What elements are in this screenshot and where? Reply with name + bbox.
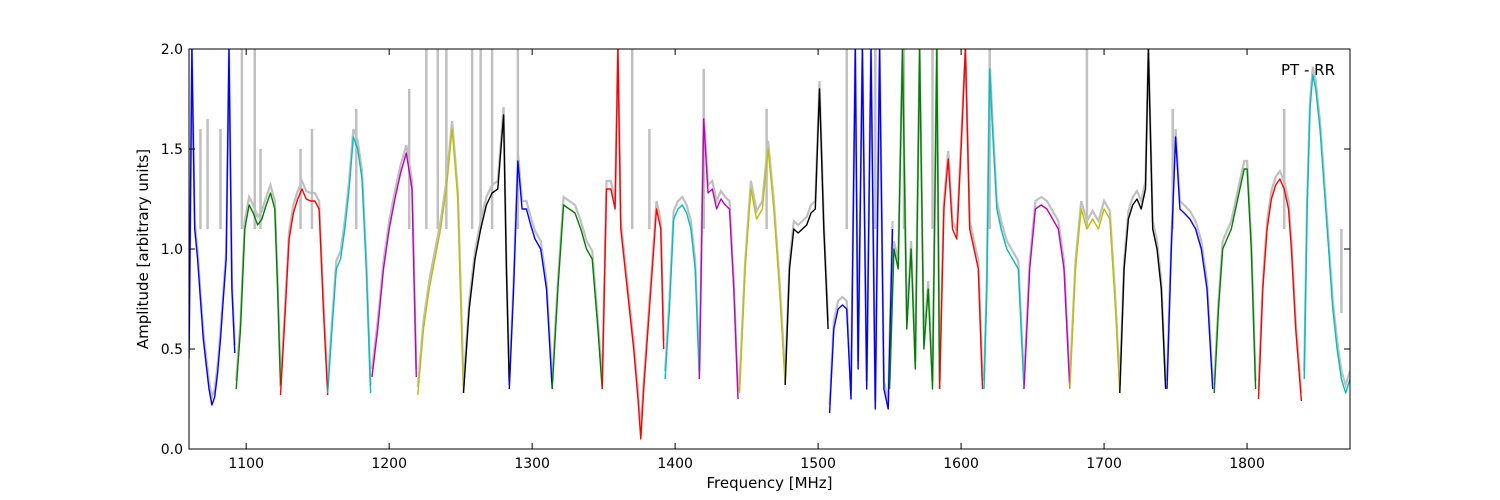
x-tick-label: 1300 [514, 456, 550, 472]
x-tick-label: 1700 [1086, 456, 1122, 472]
series-line [235, 192, 282, 390]
y-axis-ticks: 0.0 0.5 1.0 1.5 2.0 [161, 42, 1350, 458]
series-line [279, 188, 329, 396]
x-axis-label: Frequency [MHz] [706, 474, 832, 492]
x-tick-label: 1600 [943, 456, 979, 472]
series-line [828, 49, 894, 414]
series-line [189, 49, 236, 406]
series-line [1257, 178, 1303, 402]
x-tick-label: 1100 [228, 456, 264, 472]
series-line [417, 128, 465, 396]
background-trace-segment [1022, 195, 1071, 382]
x-tick-label: 1200 [371, 456, 407, 472]
series-line [664, 204, 701, 380]
series-line [738, 148, 786, 394]
series-line [698, 118, 739, 400]
y-tick-label: 0.5 [161, 342, 183, 358]
y-tick-label: 0.0 [161, 442, 183, 458]
series-line [1119, 49, 1167, 394]
series-line [462, 114, 510, 394]
series-line [327, 136, 372, 394]
plot-area [189, 49, 1350, 440]
series-line [601, 49, 665, 440]
y-tick-label: 1.5 [161, 142, 183, 158]
x-tick-label: 1500 [800, 456, 836, 472]
x-axis-ticks: 1100 1200 1300 1400 1500 1600 1700 1800 [228, 49, 1265, 472]
x-tick-label: 1800 [1229, 456, 1265, 472]
series-line [551, 204, 603, 390]
series-layer [189, 49, 1350, 440]
y-tick-label: 1.0 [161, 242, 183, 258]
y-axis-label: Amplitude [arbitrary units] [134, 149, 152, 349]
series-line [508, 160, 553, 390]
series-line [1166, 136, 1214, 390]
chart-annotation: PT - RR [1281, 61, 1335, 79]
x-tick-label: 1400 [657, 456, 693, 472]
y-tick-label: 2.0 [161, 42, 183, 58]
series-line [784, 88, 829, 386]
series-line [938, 49, 984, 390]
series-line [1303, 74, 1350, 394]
series-line [1023, 204, 1071, 390]
series-line [1213, 168, 1257, 394]
series-line [888, 49, 941, 390]
series-line [983, 68, 1025, 390]
series-line [371, 152, 417, 378]
series-line [1069, 208, 1121, 394]
